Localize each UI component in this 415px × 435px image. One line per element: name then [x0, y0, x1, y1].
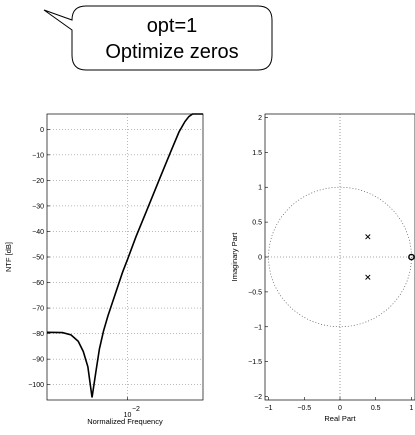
pz-y-tick-label: 2 [258, 115, 262, 122]
ntf-y-tick-label: −10 [32, 152, 44, 159]
ntf-chart: 0 −10 −20 −30 −40 −50 −60 −70 −80 −90 −100 10−2 Nor… [4, 113, 204, 426]
pz-x-tick-label: −0.5 [297, 405, 311, 412]
pz-y-tick-label: 0 [258, 255, 262, 262]
pz-y-tick-label: −1.5 [248, 359, 262, 366]
ntf-y-tick-label: −20 [32, 178, 44, 185]
pz-x-tick-label: 1 [409, 405, 413, 412]
zero-marker [408, 253, 415, 261]
pz-y-tick-label: −0.5 [248, 289, 262, 296]
pz-xlabel: Real Part [324, 414, 356, 423]
ntf-y-tick-label: −100 [28, 382, 44, 389]
ntf-y-tick-label: 0 [40, 127, 44, 134]
pz-chart: 21.510.50−0.5−1−1.5−2−1 −0.5 0 0.5 1 Real Pa… [230, 113, 415, 423]
ntf-y-tick-label: −30 [32, 203, 44, 210]
pz-y-tick-label: −2 [254, 394, 262, 401]
pz-x-tick-label: 0 [338, 405, 342, 412]
ntf-y-tick-label: −40 [32, 229, 44, 236]
ntf-y-tick-label: −80 [32, 331, 44, 338]
ntf-x-tick-label: 10 [124, 412, 132, 419]
ntf-y-tick-label: −70 [32, 306, 44, 313]
callout-line2: Optimize zeros [105, 41, 238, 63]
ntf-y-tick-label: −90 [32, 357, 44, 364]
pz-y-tick-label: 1 [258, 185, 262, 192]
callout: opt=1 Optimize zeros [43, 5, 273, 71]
ntf-series-line [46, 113, 203, 398]
pz-x-tick-label: −1 [265, 405, 273, 412]
pz-ylabel: Imaginary Part [230, 232, 239, 282]
pole-marker [365, 274, 371, 280]
pz-y-tick-label: −1 [254, 324, 262, 331]
ntf-y-tick-label: −60 [32, 280, 44, 287]
ntf-x-tick-exponent: −2 [132, 406, 140, 413]
callout-line1: opt=1 [147, 15, 198, 37]
unit-circle [268, 186, 412, 328]
pz-y-tick-label: 0.5 [252, 220, 262, 227]
ntf-y-tick-label: −50 [32, 255, 44, 262]
pz-x-tick-label: 0.5 [371, 405, 381, 412]
pz-y-tick-label: 1.5 [252, 150, 262, 157]
ntf-xlabel: Normalized Frequency [87, 417, 163, 426]
pole-marker [365, 234, 371, 240]
callout-bubble [43, 5, 273, 71]
ntf-ylabel: NTF [dB] [4, 242, 13, 272]
